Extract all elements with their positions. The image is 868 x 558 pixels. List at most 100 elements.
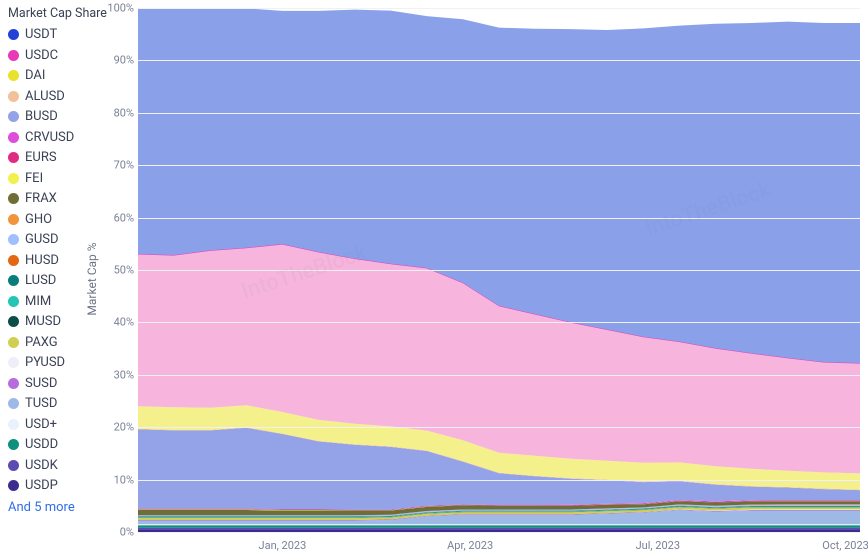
y-tick-label: 20% <box>104 421 134 434</box>
chart-title: Market Cap Share <box>8 6 92 21</box>
legend-item-frax[interactable]: FRAX <box>8 189 92 210</box>
legend-item-crvusd[interactable]: CRVUSD <box>8 127 92 148</box>
y-tick-label: 30% <box>104 368 134 381</box>
legend-item-paxg[interactable]: PAXG <box>8 332 92 353</box>
legend-dot-icon <box>8 337 19 348</box>
y-tick-label: 80% <box>104 106 134 119</box>
gridline <box>138 165 860 166</box>
gridline <box>138 113 860 114</box>
legend-item-usdp[interactable]: USDP <box>8 476 92 497</box>
area-series-usdd <box>138 525 860 528</box>
legend-item-susd[interactable]: SUSD <box>8 373 92 394</box>
legend-dot-icon <box>8 378 19 389</box>
legend-item-usdt[interactable]: USDT <box>8 25 92 46</box>
legend-item-label: BUSD <box>25 109 58 124</box>
x-tick-label: Oct, 2023 <box>822 539 868 552</box>
legend-dot-icon <box>8 234 19 245</box>
legend-dot-icon <box>8 132 19 143</box>
legend-item-label: USDT <box>25 27 57 42</box>
legend-item-eurs[interactable]: EURS <box>8 148 92 169</box>
legend-item-label: USDD <box>25 437 58 452</box>
legend-item-alusd[interactable]: ALUSD <box>8 86 92 107</box>
gridline <box>138 427 860 428</box>
legend-dot-icon <box>8 214 19 225</box>
legend-item-musd[interactable]: MUSD <box>8 312 92 333</box>
legend-item-fei[interactable]: FEI <box>8 168 92 189</box>
gridline <box>138 322 860 323</box>
y-tick-label: 40% <box>104 316 134 329</box>
legend-item-label: MIM <box>25 294 51 309</box>
legend-dot-icon <box>8 419 19 430</box>
legend-item-label: SUSD <box>25 376 57 391</box>
x-tick-label: Apr, 2023 <box>447 539 493 552</box>
plot-area[interactable]: 0%10%20%30%40%50%60%70%80%90%100%Jan, 20… <box>138 8 860 532</box>
y-tick-label: 90% <box>104 54 134 67</box>
y-tick-label: 60% <box>104 211 134 224</box>
legend-dot-icon <box>8 357 19 368</box>
legend-item-label: USDC <box>25 48 58 63</box>
legend-dot-icon <box>8 398 19 409</box>
legend-item-mim[interactable]: MIM <box>8 291 92 312</box>
y-tick-label: 100% <box>104 2 134 15</box>
legend-dot-icon <box>8 111 19 122</box>
legend-item-label: GHO <box>25 212 52 227</box>
legend-item-label: HUSD <box>25 253 59 268</box>
legend-item-husd[interactable]: HUSD <box>8 250 92 271</box>
legend-item-gusd[interactable]: GUSD <box>8 230 92 251</box>
legend-item-usdc[interactable]: USDC <box>8 45 92 66</box>
legend-item-dai[interactable]: DAI <box>8 66 92 87</box>
legend-item-label: DAI <box>25 68 45 83</box>
legend-dot-icon <box>8 173 19 184</box>
legend-item-label: USDP <box>25 478 58 493</box>
legend-dot-icon <box>8 50 19 61</box>
legend-item-label: LUSD <box>25 273 56 288</box>
legend-dot-icon <box>8 460 19 471</box>
legend-item-label: GUSD <box>25 232 59 247</box>
legend-dot-icon <box>8 480 19 491</box>
y-tick-label: 0% <box>104 526 134 539</box>
legend-item-gho[interactable]: GHO <box>8 209 92 230</box>
x-tick-label: Jul, 2023 <box>636 539 680 552</box>
legend-item-lusd[interactable]: LUSD <box>8 271 92 292</box>
legend-dot-icon <box>8 70 19 81</box>
legend-item-label: PAXG <box>25 335 58 350</box>
legend-item-label: PYUSD <box>25 355 65 370</box>
legend-item-usd+[interactable]: USD+ <box>8 414 92 435</box>
legend-item-label: EURS <box>25 150 57 165</box>
area-series-usdk <box>138 528 860 530</box>
legend-item-label: CRVUSD <box>25 130 74 145</box>
legend-dot-icon <box>8 91 19 102</box>
legend-dot-icon <box>8 316 19 327</box>
legend-dot-icon <box>8 255 19 266</box>
legend-item-label: USD+ <box>25 417 57 432</box>
legend-item-label: TUSD <box>25 396 57 411</box>
legend-item-busd[interactable]: BUSD <box>8 107 92 128</box>
legend-dot-icon <box>8 439 19 450</box>
legend-dot-icon <box>8 193 19 204</box>
gridline <box>138 270 860 271</box>
legend-item-label: ALUSD <box>25 89 65 104</box>
legend-item-label: FRAX <box>25 191 57 206</box>
legend-item-usdd[interactable]: USDD <box>8 435 92 456</box>
legend-dot-icon <box>8 29 19 40</box>
legend-item-usdk[interactable]: USDK <box>8 455 92 476</box>
legend-panel: Market Cap Share USDT USDC DAI ALUSD BUSD CRV… <box>0 0 96 558</box>
legend-item-label: FEI <box>25 171 43 186</box>
y-tick-label: 70% <box>104 159 134 172</box>
legend-item-label: USDK <box>25 458 58 473</box>
gridline <box>138 375 860 376</box>
gridline <box>138 532 860 533</box>
legend-dot-icon <box>8 275 19 286</box>
x-tick-label: Jan, 2023 <box>259 539 307 552</box>
legend-item-pyusd[interactable]: PYUSD <box>8 353 92 374</box>
legend-item-label: MUSD <box>25 314 61 329</box>
legend-item-tusd[interactable]: TUSD <box>8 394 92 415</box>
legend-more-link[interactable]: And 5 more <box>8 500 92 515</box>
y-tick-label: 10% <box>104 473 134 486</box>
y-tick-label: 50% <box>104 264 134 277</box>
gridline <box>138 218 860 219</box>
gridline <box>138 480 860 481</box>
gridline <box>138 60 860 61</box>
area-series-usd+ <box>138 524 860 525</box>
y-axis-label: Market Cap % <box>85 242 99 315</box>
